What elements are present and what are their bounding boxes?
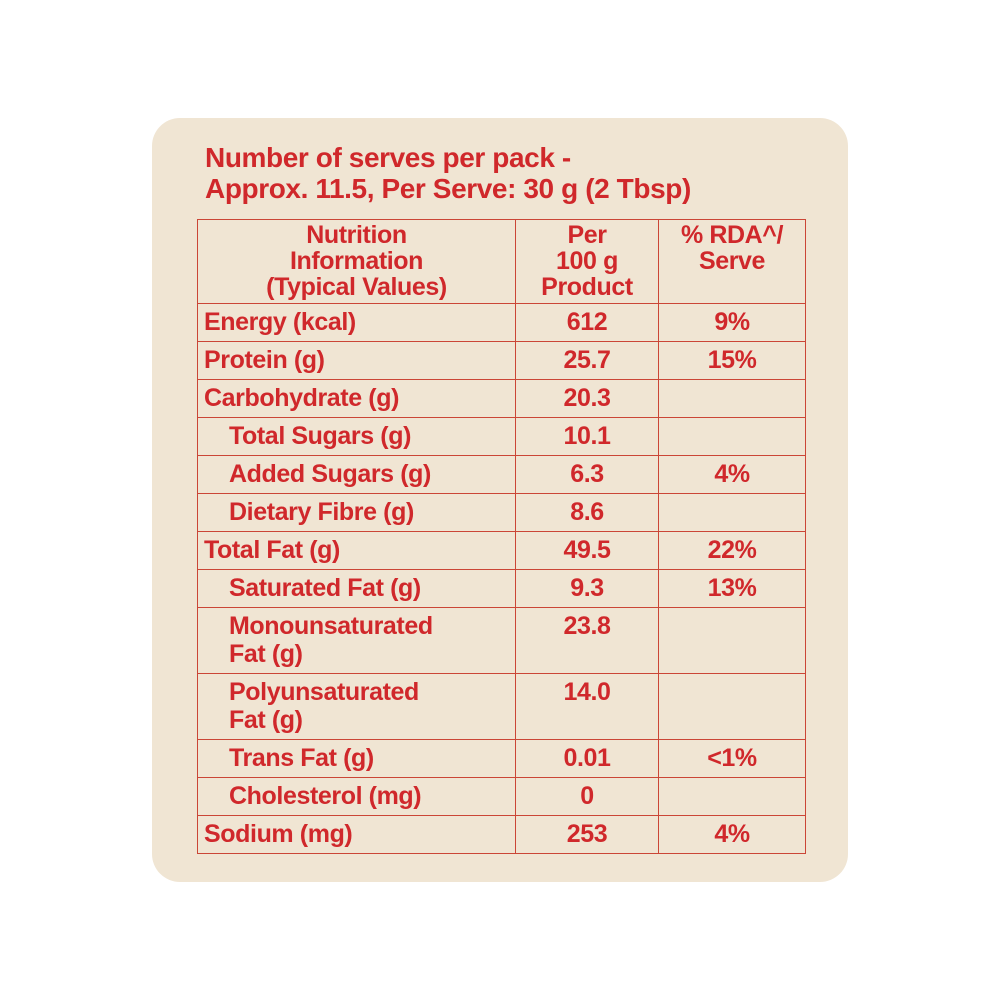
per-100g-value-cell: 612	[515, 303, 659, 342]
nutrient-row: Cholesterol (mg) 0	[197, 777, 806, 816]
header-row: Nutrition Information (Typical Values) P…	[197, 219, 806, 304]
per-100g-value-cell: 0.01	[515, 739, 659, 778]
rda-percent-cell: 22%	[658, 531, 806, 570]
nutrient-label-cell: Polyunsaturated Fat (g)	[197, 673, 516, 740]
nutrient-label-cell: Carbohydrate (g)	[197, 379, 516, 418]
per-100g-value-cell: 0	[515, 777, 659, 816]
nutrient-row: Energy (kcal) 612 9%	[197, 303, 806, 342]
rda-percent-cell: 4%	[658, 455, 806, 494]
per-100g-value-cell: 14.0	[515, 673, 659, 740]
rda-percent-cell	[658, 607, 806, 674]
per-100g-value-cell: 25.7	[515, 341, 659, 380]
per-100g-value-cell: 6.3	[515, 455, 659, 494]
nutrient-row: Monounsaturated Fat (g) 23.8	[197, 607, 806, 674]
nutrition-table-header: Nutrition Information (Typical Values) P…	[197, 219, 806, 304]
nutrient-label-cell: Added Sugars (g)	[197, 455, 516, 494]
nutrient-label-cell: Total Fat (g)	[197, 531, 516, 570]
rda-percent-cell: 9%	[658, 303, 806, 342]
nutrition-table: Nutrition Information (Typical Values) P…	[197, 219, 806, 854]
rda-percent-cell: 4%	[658, 815, 806, 854]
rda-percent-cell: 15%	[658, 341, 806, 380]
nutrient-label-cell: Dietary Fibre (g)	[197, 493, 516, 532]
rda-percent-cell	[658, 493, 806, 532]
nutrient-label-cell: Monounsaturated Fat (g)	[197, 607, 516, 674]
per-100g-value-cell: 9.3	[515, 569, 659, 608]
nutrient-row: Trans Fat (g) 0.01 <1%	[197, 739, 806, 778]
nutrient-label-cell: Total Sugars (g)	[197, 417, 516, 456]
per-100g-value-cell: 20.3	[515, 379, 659, 418]
nutrient-label-cell: Sodium (mg)	[197, 815, 516, 854]
nutrient-row: Protein (g) 25.7 15%	[197, 341, 806, 380]
serves-heading-line1: Number of serves per pack -	[205, 142, 571, 173]
rda-percent-cell	[658, 379, 806, 418]
nutrition-table-body: Energy (kcal) 612 9% Protein (g) 25.7 15% Carb…	[197, 303, 806, 854]
rda-percent-cell	[658, 417, 806, 456]
nutrition-label-card: Number of serves per pack - Approx. 11.5…	[152, 118, 848, 882]
nutrient-label-cell: Trans Fat (g)	[197, 739, 516, 778]
rda-percent-cell	[658, 777, 806, 816]
nutrient-label-cell: Protein (g)	[197, 341, 516, 380]
nutrient-row: Total Sugars (g) 10.1	[197, 417, 806, 456]
nutrient-row: Polyunsaturated Fat (g) 14.0	[197, 673, 806, 740]
col-header-rda-serve: % RDA^/ Serve	[658, 219, 806, 304]
nutrient-label-cell: Cholesterol (mg)	[197, 777, 516, 816]
nutrient-label-cell: Energy (kcal)	[197, 303, 516, 342]
rda-percent-cell: <1%	[658, 739, 806, 778]
nutrient-row: Added Sugars (g) 6.3 4%	[197, 455, 806, 494]
col-header-per-100g-product: Per 100 g Product	[515, 219, 659, 304]
rda-percent-cell	[658, 673, 806, 740]
serves-heading-line2: Approx. 11.5, Per Serve: 30 g (2 Tbsp)	[205, 173, 691, 204]
per-100g-value-cell: 253	[515, 815, 659, 854]
per-100g-value-cell: 49.5	[515, 531, 659, 570]
col-header-nutrition-information: Nutrition Information (Typical Values)	[197, 219, 516, 304]
per-100g-value-cell: 10.1	[515, 417, 659, 456]
nutrient-row: Saturated Fat (g) 9.3 13%	[197, 569, 806, 608]
serves-heading: Number of serves per pack - Approx. 11.5…	[205, 142, 691, 204]
nutrient-label-cell: Saturated Fat (g)	[197, 569, 516, 608]
per-100g-value-cell: 23.8	[515, 607, 659, 674]
rda-percent-cell: 13%	[658, 569, 806, 608]
nutrient-row: Sodium (mg) 253 4%	[197, 815, 806, 854]
nutrient-row: Total Fat (g) 49.5 22%	[197, 531, 806, 570]
nutrient-row: Carbohydrate (g) 20.3	[197, 379, 806, 418]
nutrient-row: Dietary Fibre (g) 8.6	[197, 493, 806, 532]
per-100g-value-cell: 8.6	[515, 493, 659, 532]
